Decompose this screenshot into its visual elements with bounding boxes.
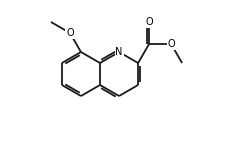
Text: O: O bbox=[145, 17, 153, 27]
Text: O: O bbox=[66, 28, 74, 38]
Text: O: O bbox=[167, 39, 175, 49]
Text: N: N bbox=[115, 47, 123, 57]
